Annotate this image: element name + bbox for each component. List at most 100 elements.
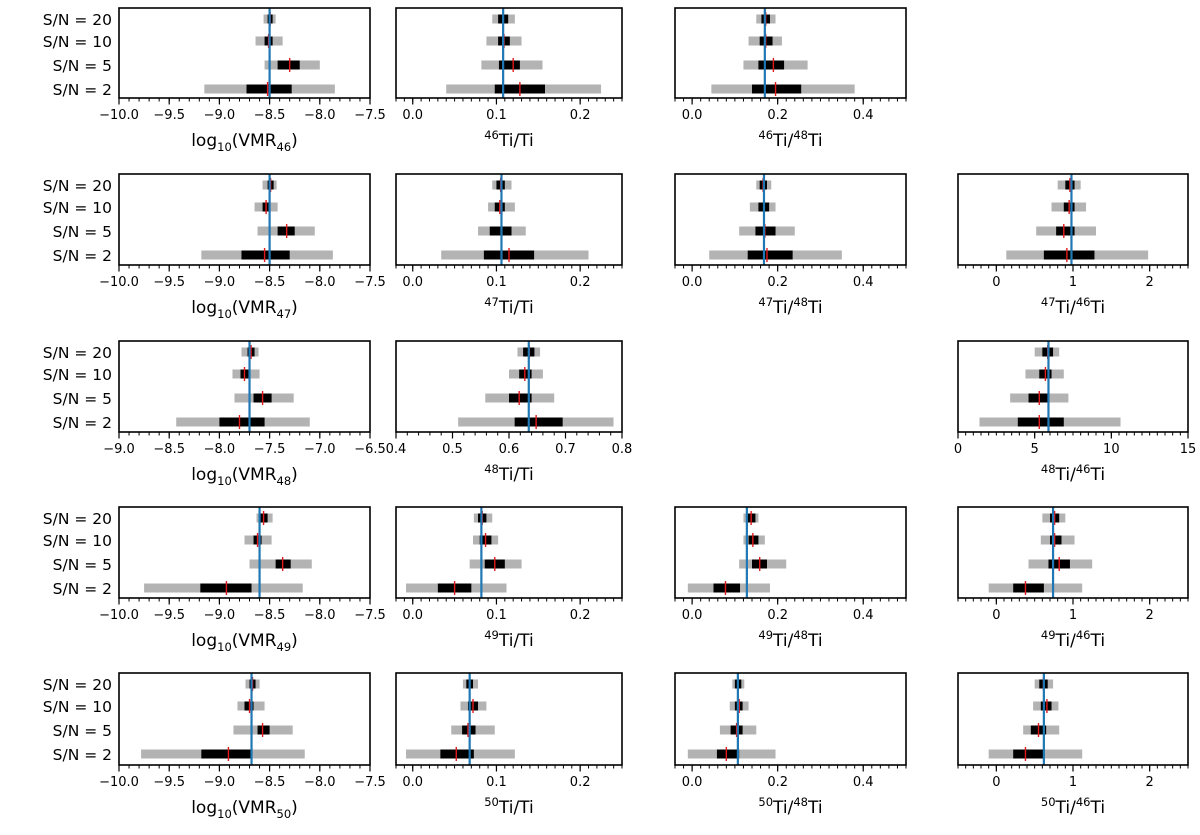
tick-label: 0.4 xyxy=(853,775,874,790)
panel-frame xyxy=(395,506,623,599)
tick-label: 0.4 xyxy=(386,442,407,457)
tick-label: −9.0 xyxy=(204,275,236,290)
tick-label: 0.2 xyxy=(767,775,788,790)
panel-frame xyxy=(395,173,623,266)
inner-interval-bar xyxy=(713,583,741,593)
tick-label: −9.0 xyxy=(204,608,236,623)
x-axis-label: 47Ti/Ti xyxy=(484,295,534,318)
tick-label: −8.0 xyxy=(304,775,336,790)
tick-label: −7.0 xyxy=(304,442,336,457)
sn-row-label: S/N = 20 xyxy=(43,11,112,29)
sn-row-label: S/N = 2 xyxy=(53,580,112,598)
panel: −10.0 −9.5 −9.0 −8.5 −8.0 −7.5 log10(VMR46) xyxy=(99,7,386,154)
tick-label: −8.0 xyxy=(304,608,336,623)
tick-label: 0.0 xyxy=(682,608,703,623)
tick-label: 1 xyxy=(1069,608,1077,623)
x-axis-label: log10(VMR49) xyxy=(191,631,298,654)
tick-label: 0 xyxy=(992,775,1000,790)
inner-interval-bar xyxy=(514,417,563,427)
tick-label: −8.5 xyxy=(254,775,286,790)
tick-label: −8.0 xyxy=(304,275,336,290)
panel: 0.0 0.1 0.2 50Ti/Ti xyxy=(395,672,623,818)
inner-interval-bar xyxy=(201,749,251,759)
tick-label: 0.0 xyxy=(402,275,423,290)
panel: 0 1 2 50Ti/46Ti xyxy=(957,672,1189,818)
panel-frame xyxy=(395,672,623,766)
tick-label: 5 xyxy=(1031,442,1039,457)
x-axis-label: 47Ti/46Ti xyxy=(1041,295,1105,318)
panel-frame xyxy=(118,173,371,266)
tick-label: −8.5 xyxy=(153,442,185,457)
sn-row-label: S/N = 2 xyxy=(53,247,112,265)
inner-interval-bar xyxy=(277,60,300,70)
tick-label: 0.1 xyxy=(486,775,507,790)
tick-label: 0.4 xyxy=(853,275,874,290)
sn-row-label: S/N = 10 xyxy=(43,199,112,217)
x-axis-label: log10(VMR50) xyxy=(191,798,298,821)
tick-label: −8.5 xyxy=(254,275,286,290)
inner-interval-bar xyxy=(498,60,520,70)
tick-label: −9.5 xyxy=(153,608,185,623)
tick-label: 0.8 xyxy=(612,442,633,457)
panel-frame xyxy=(674,7,907,99)
tick-label: 0.4 xyxy=(853,608,874,623)
sn-row-label: S/N = 20 xyxy=(43,676,112,694)
panel-frame xyxy=(118,506,371,599)
sn-row-label: S/N = 20 xyxy=(43,510,112,528)
x-axis-label: 50Ti/48Ti xyxy=(758,795,822,818)
panel: 0.0 0.2 0.4 46Ti/48Ti xyxy=(674,7,907,151)
tick-label: −9.5 xyxy=(153,108,185,123)
panel-frame xyxy=(674,173,907,266)
tick-label: −8.0 xyxy=(204,442,236,457)
tick-label: 0.0 xyxy=(402,108,423,123)
inner-interval-bar xyxy=(257,725,270,735)
tick-label: −10.0 xyxy=(99,608,139,623)
inner-interval-bar xyxy=(1043,250,1095,260)
inner-interval-bar xyxy=(219,417,265,427)
tick-label: 1 xyxy=(1069,775,1077,790)
tick-label: 0.1 xyxy=(486,608,507,623)
sn-row-label: S/N = 20 xyxy=(43,344,112,362)
x-axis-label: 49Ti/Ti xyxy=(484,628,534,651)
sn-row-label: S/N = 10 xyxy=(43,33,112,51)
panel: 0.4 0.5 0.6 0.7 0.8 48Ti/Ti xyxy=(386,340,633,485)
x-axis-label: 48Ti/46Ti xyxy=(1041,462,1105,485)
tick-label: −7.5 xyxy=(354,275,386,290)
inner-interval-bar xyxy=(1056,226,1075,236)
tick-label: −9.5 xyxy=(153,775,185,790)
panel-frame xyxy=(118,672,371,766)
inner-interval-bar xyxy=(747,250,793,260)
tick-label: −10.0 xyxy=(99,775,139,790)
panel: 0.0 0.2 0.4 50Ti/48Ti xyxy=(674,672,907,818)
panel: 0.0 0.1 0.2 47Ti/Ti xyxy=(395,173,623,318)
tick-label: 2 xyxy=(1146,275,1154,290)
tick-label: −10.0 xyxy=(99,275,139,290)
tick-label: −8.0 xyxy=(304,108,336,123)
x-axis-label: 48Ti/Ti xyxy=(484,462,534,485)
panel-frame xyxy=(674,672,907,766)
panel: −10.0 −9.5 −9.0 −8.5 −8.0 −7.5 log10(VMR47) xyxy=(99,173,386,321)
sn-row-label: S/N = 2 xyxy=(53,746,112,764)
inner-interval-bar xyxy=(758,60,785,70)
tick-label: −9.0 xyxy=(204,775,236,790)
tick-label: 0.1 xyxy=(486,108,507,123)
tick-label: 0.0 xyxy=(402,608,423,623)
tick-label: −7.5 xyxy=(254,442,286,457)
tick-label: 15 xyxy=(1180,442,1197,457)
inner-interval-bar xyxy=(1013,583,1044,593)
x-axis-label: log10(VMR47) xyxy=(191,298,298,321)
tick-label: −8.5 xyxy=(254,108,286,123)
panel: 0 5 10 15 48Ti/46Ti xyxy=(954,340,1197,485)
sn-row-label: S/N = 20 xyxy=(43,177,112,195)
sn-row-label: S/N = 5 xyxy=(53,57,112,75)
panel-frame xyxy=(395,7,623,99)
x-axis-label: 47Ti/48Ti xyxy=(758,295,822,318)
tick-label: 2 xyxy=(1146,775,1154,790)
inner-interval-bar xyxy=(1017,417,1064,427)
x-axis-label: 49Ti/48Ti xyxy=(758,628,822,651)
sn-row-label: S/N = 5 xyxy=(53,556,112,574)
x-axis-label: log10(VMR48) xyxy=(191,465,298,488)
tick-label: −7.5 xyxy=(354,108,386,123)
tick-label: −9.0 xyxy=(103,442,135,457)
